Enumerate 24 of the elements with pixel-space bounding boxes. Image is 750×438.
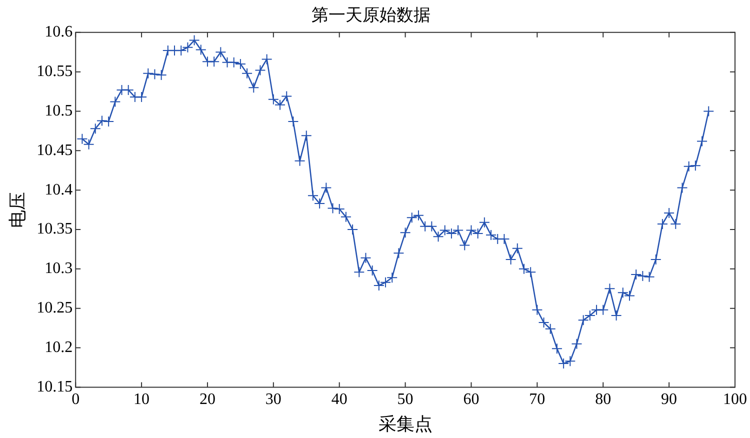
x-tick-label: 50	[397, 391, 414, 408]
y-tick-label: 10.6	[44, 24, 73, 41]
x-tick-label: 30	[265, 391, 282, 408]
x-tick-label: 70	[529, 391, 546, 408]
x-tick-label: 0	[72, 391, 80, 408]
x-tick-label: 10	[134, 391, 150, 408]
y-tick-label: 10.35	[36, 220, 73, 238]
y-axis-title: 电压	[8, 192, 28, 228]
y-tick-label: 10.15	[36, 378, 73, 396]
y-tick-label: 10.5	[44, 102, 73, 120]
chart-title: 第一天原始数据	[312, 6, 430, 25]
x-tick-label: 100	[723, 391, 747, 408]
x-tick-label: 40	[331, 391, 348, 408]
x-tick-label: 20	[199, 391, 216, 408]
y-tick-label: 10.3	[44, 260, 73, 278]
y-tick-label: 10.45	[36, 142, 73, 159]
x-axis-title: 采集点	[378, 414, 432, 434]
x-tick-label: 80	[595, 391, 612, 408]
y-tick-label: 10.25	[36, 300, 73, 317]
y-tick-label: 10.4	[44, 181, 73, 198]
y-tick-label: 10.55	[36, 63, 73, 80]
x-tick-label: 90	[661, 391, 678, 408]
x-tick-label: 60	[463, 391, 480, 408]
y-tick-label: 10.2	[44, 338, 73, 356]
